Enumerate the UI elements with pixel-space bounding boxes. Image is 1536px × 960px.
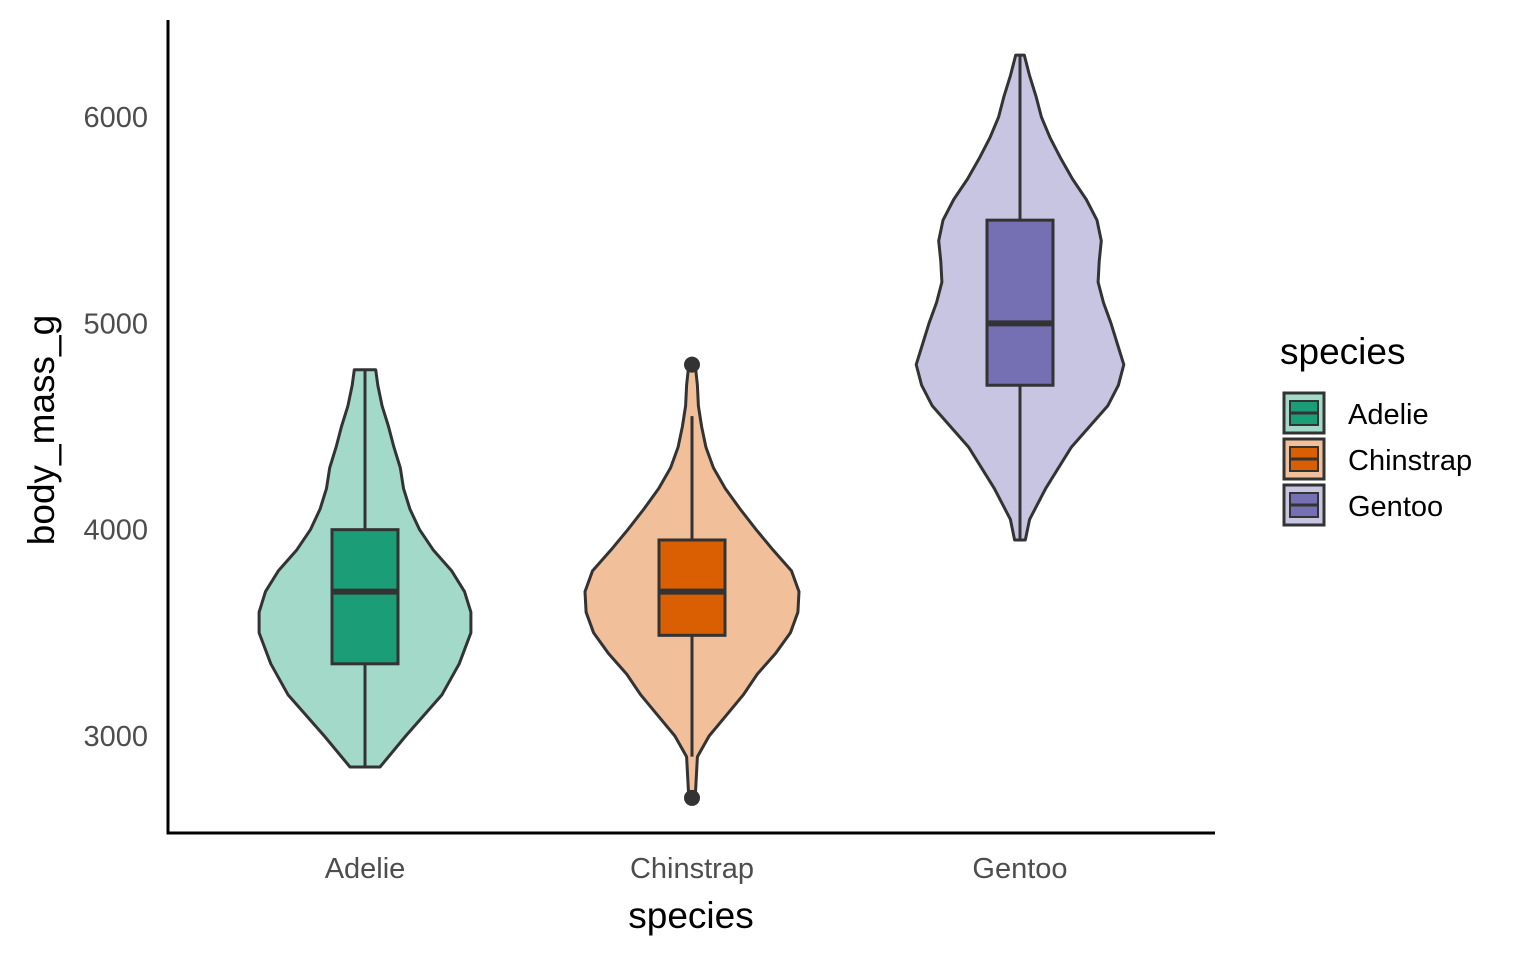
legend-label-gentoo: Gentoo xyxy=(1348,491,1443,523)
x-tick-label-adelie: Adelie xyxy=(325,853,406,885)
box-gentoo xyxy=(985,218,1055,387)
x-tick-label-gentoo: Gentoo xyxy=(972,853,1067,885)
plot-area xyxy=(257,53,1126,806)
axes: Adelie Chinstrap Gentoo 3000 4000 5000 6000 xyxy=(83,20,1215,885)
box-chinstrap xyxy=(657,538,727,637)
legend: species Adelie Chinstrap Gentoo xyxy=(1280,331,1472,527)
x-tick-label-chinstrap: Chinstrap xyxy=(630,853,754,885)
outlier-point-chinstrap xyxy=(684,789,700,806)
legend-label-chinstrap: Chinstrap xyxy=(1348,445,1472,477)
legend-key-adelie xyxy=(1282,391,1326,435)
x-axis-title: species xyxy=(628,895,753,936)
legend-key-gentoo xyxy=(1282,483,1326,527)
y-tick-label-4000: 4000 xyxy=(83,515,148,547)
box-adelie xyxy=(330,528,400,666)
y-axis-title: body_mass_g xyxy=(21,315,62,545)
outlier-point-chinstrap xyxy=(684,356,700,373)
y-tick-label-3000: 3000 xyxy=(83,721,148,753)
legend-title: species xyxy=(1280,331,1405,372)
y-tick-label-5000: 5000 xyxy=(83,308,148,340)
legend-label-adelie: Adelie xyxy=(1348,399,1429,431)
y-tick-label-6000: 6000 xyxy=(83,102,148,134)
legend-key-chinstrap xyxy=(1282,437,1326,481)
